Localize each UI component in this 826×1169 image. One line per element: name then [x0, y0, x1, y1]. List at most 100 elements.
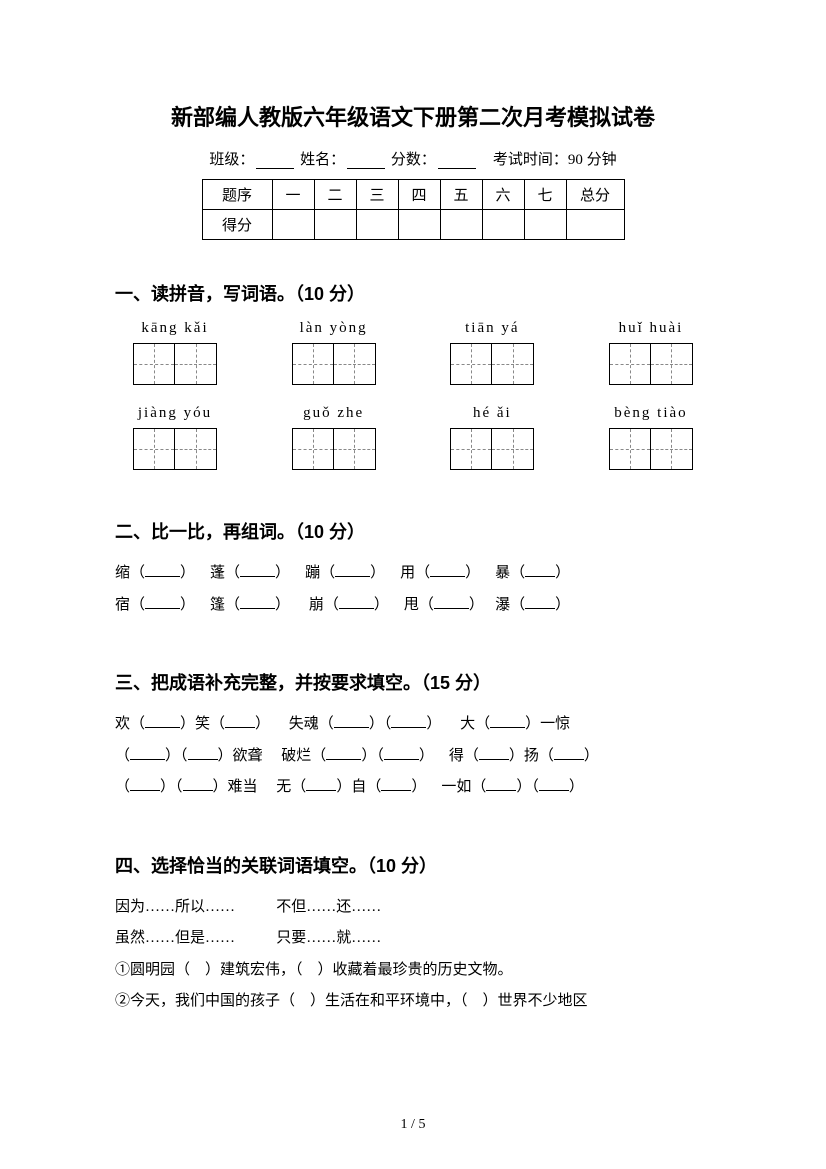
answer-blank[interactable] [188, 747, 218, 760]
th-seq: 题序 [202, 180, 272, 210]
idiom-part: ） [426, 716, 441, 732]
answer-blank[interactable] [335, 564, 370, 577]
answer-blank[interactable] [145, 715, 180, 728]
pinyin-group: tiān yá [432, 320, 552, 385]
pinyin-group: làn yòng [274, 320, 394, 385]
answer-blank[interactable] [145, 564, 180, 577]
s4-q2: ②今天，我们中国的孩子（ ）生活在和平环境中，（ ）世界不少地区 [115, 986, 711, 1018]
td-blank[interactable] [272, 210, 314, 240]
page-total: 5 [418, 1117, 425, 1132]
s3-line-3: （）（）难当 无（）自（） 一如（）（） [115, 772, 711, 804]
pinyin-text: hé ǎi [432, 405, 552, 422]
td-blank[interactable] [356, 210, 398, 240]
s2-char: 暴（ [495, 565, 525, 581]
tianzige[interactable] [274, 343, 394, 385]
th-7: 七 [524, 180, 566, 210]
th-2: 二 [314, 180, 356, 210]
answer-blank[interactable] [525, 564, 555, 577]
answer-blank[interactable] [240, 596, 275, 609]
th-total: 总分 [566, 180, 624, 210]
idiom-part: ）欲聋 [218, 748, 263, 764]
section-4-heading: 四、选择恰当的关联词语填空。（10 分） [115, 852, 711, 878]
idiom-part: ）笑（ [180, 716, 225, 732]
question-text: ）收藏着最珍贵的历史文物。 [318, 962, 513, 978]
exam-meta: 班级： 姓名： 分数： 考试时间：90 分钟 [115, 148, 711, 169]
idiom-part: ）自（ [336, 779, 381, 795]
s2-char: 篷（ [210, 597, 240, 613]
question-text: ①圆明园（ [115, 962, 190, 978]
pinyin-text: kāng kǎi [115, 320, 235, 337]
idiom-part: 大（ [460, 716, 490, 732]
answer-blank[interactable] [391, 715, 426, 728]
tianzige[interactable] [115, 343, 235, 385]
s2-char: 用（ [400, 565, 430, 581]
score-label: 分数： [391, 152, 436, 168]
pinyin-text: làn yòng [274, 320, 394, 337]
tianzige[interactable] [115, 428, 235, 470]
tianzige[interactable] [432, 343, 552, 385]
duration-label: 考试时间：90 分钟 [493, 152, 617, 168]
td-blank[interactable] [524, 210, 566, 240]
td-blank[interactable] [398, 210, 440, 240]
answer-blank[interactable] [554, 747, 584, 760]
section-3-heading: 三、把成语补充完整，并按要求填空。（15 分） [115, 669, 711, 695]
score-blank[interactable] [438, 155, 476, 169]
s3-line-2: （）（）欲聋 破烂（）（） 得（）扬（） [115, 741, 711, 773]
tianzige[interactable] [432, 428, 552, 470]
page-number: 1 [401, 1117, 408, 1132]
answer-blank[interactable] [334, 715, 369, 728]
answer-blank[interactable] [145, 596, 180, 609]
pinyin-group: jiàng yóu [115, 405, 235, 470]
answer-blank[interactable] [130, 747, 165, 760]
td-blank[interactable] [314, 210, 356, 240]
section-1-heading: 一、读拼音，写词语。（10 分） [115, 280, 711, 306]
td-blank[interactable] [440, 210, 482, 240]
s2-char: 宿（ [115, 597, 145, 613]
answer-blank[interactable] [381, 778, 411, 791]
table-row: 得分 [202, 210, 624, 240]
answer-blank[interactable] [539, 778, 569, 791]
td-blank[interactable] [566, 210, 624, 240]
idiom-part: ）扬（ [509, 748, 554, 764]
class-label: 班级： [209, 152, 254, 168]
idiom-part: ） [419, 748, 434, 764]
answer-blank[interactable] [225, 715, 255, 728]
answer-blank[interactable] [384, 747, 419, 760]
answer-blank[interactable] [430, 564, 465, 577]
idiom-part: 破烂（ [281, 748, 326, 764]
page-sep: / [408, 1117, 419, 1132]
pinyin-text: tiān yá [432, 320, 552, 337]
section-2-heading: 二、比一比，再组词。（10 分） [115, 518, 711, 544]
tianzige[interactable] [591, 343, 711, 385]
s3-line-1: 欢（）笑（） 失魂（）（） 大（）一惊 [115, 709, 711, 741]
s2-line-1: 缩（） 蓬（） 蹦（） 用（） 暴（） [115, 558, 711, 590]
answer-blank[interactable] [326, 747, 361, 760]
question-text: ）生活在和平环境中，（ [310, 993, 468, 1009]
tianzige[interactable] [274, 428, 394, 470]
conjunction-option: 只要……就…… [276, 930, 381, 946]
answer-blank[interactable] [339, 596, 374, 609]
answer-blank[interactable] [130, 778, 160, 791]
answer-blank[interactable] [479, 747, 509, 760]
class-blank[interactable] [256, 155, 294, 169]
idiom-part: 欢（ [115, 716, 145, 732]
tianzige[interactable] [591, 428, 711, 470]
pinyin-group: guǒ zhe [274, 405, 394, 470]
s2-char: 甩（ [404, 597, 434, 613]
answer-blank[interactable] [434, 596, 469, 609]
answer-blank[interactable] [306, 778, 336, 791]
idiom-part: 失魂（ [289, 716, 334, 732]
answer-blank[interactable] [525, 596, 555, 609]
answer-blank[interactable] [486, 778, 516, 791]
s2-char: 崩（ [309, 597, 339, 613]
s4-options-1: 因为……所以…… 不但……还…… [115, 892, 711, 924]
name-blank[interactable] [347, 155, 385, 169]
td-blank[interactable] [482, 210, 524, 240]
th-1: 一 [272, 180, 314, 210]
answer-blank[interactable] [183, 778, 213, 791]
answer-blank[interactable] [490, 715, 525, 728]
pinyin-row-1: kāng kǎi làn yòng tiān yá huǐ huài [115, 320, 711, 385]
answer-blank[interactable] [240, 564, 275, 577]
question-text: ）世界不少地区 [483, 993, 588, 1009]
name-label: 姓名： [300, 152, 345, 168]
